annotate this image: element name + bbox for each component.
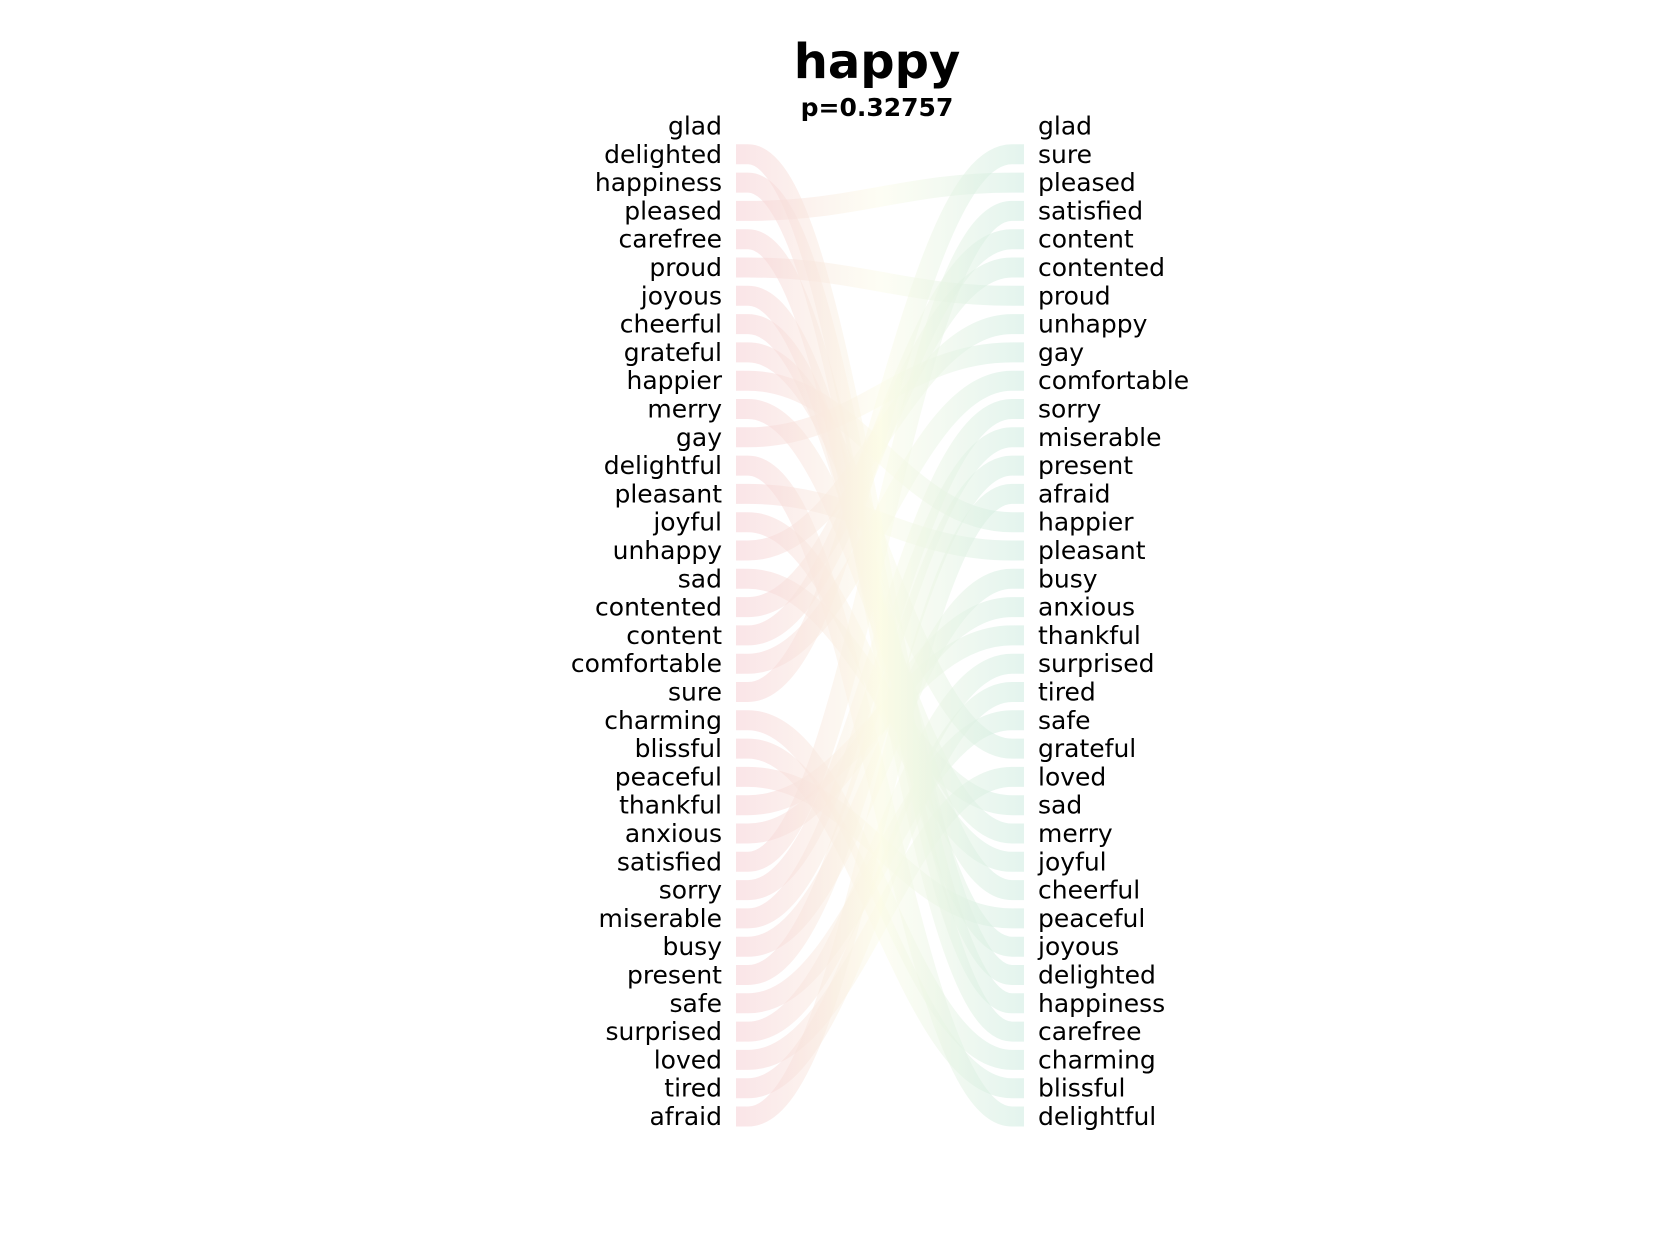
right-word-label: busy xyxy=(1038,564,1098,593)
right-word-label: blissful xyxy=(1038,1074,1125,1103)
left-word-label: joyful xyxy=(652,508,722,537)
right-word-label: carefree xyxy=(1038,1017,1141,1046)
rank-link-tired xyxy=(736,682,1024,1099)
right-word-label: pleased xyxy=(1038,168,1136,197)
left-word-label: unhappy xyxy=(613,536,723,565)
right-word-label: present xyxy=(1038,451,1133,480)
left-word-label: satisfied xyxy=(617,847,722,876)
right-word-label: sad xyxy=(1038,791,1082,820)
right-word-label: proud xyxy=(1038,281,1111,310)
left-word-label: thankful xyxy=(619,791,722,820)
rank-link-present xyxy=(736,455,1024,985)
left-word-label: delighted xyxy=(604,140,722,169)
right-word-label: tired xyxy=(1038,678,1096,707)
right-word-label: contented xyxy=(1038,253,1165,282)
left-word-label: present xyxy=(627,961,722,990)
left-word-label: glad xyxy=(668,112,722,141)
rank-link-proud xyxy=(736,257,1024,306)
right-word-label: grateful xyxy=(1038,734,1136,763)
right-rank-list: gladsurepleasedsatisfiedcontentcontented… xyxy=(1037,112,1189,1132)
left-rank-list: gladdelightedhappinesspleasedcarefreepro… xyxy=(571,112,723,1132)
left-word-label: sure xyxy=(668,678,722,707)
left-word-label: cheerful xyxy=(620,310,722,339)
chart-subtitle: p=0.32757 xyxy=(801,93,954,122)
left-word-label: comfortable xyxy=(571,649,722,678)
right-word-label: pleasant xyxy=(1038,536,1146,565)
left-word-label: delightful xyxy=(604,451,722,480)
right-word-label: comfortable xyxy=(1038,366,1189,395)
right-word-label: happier xyxy=(1038,508,1134,537)
right-word-label: cheerful xyxy=(1038,876,1140,905)
right-word-label: satisfied xyxy=(1038,196,1143,225)
right-word-label: joyful xyxy=(1037,847,1107,876)
left-word-label: charming xyxy=(604,706,722,735)
left-word-label: merry xyxy=(647,395,722,424)
right-word-label: charming xyxy=(1038,1045,1156,1074)
right-word-label: delightful xyxy=(1038,1102,1156,1131)
left-word-label: afraid xyxy=(649,1102,722,1131)
right-word-label: sorry xyxy=(1038,395,1101,424)
left-word-label: pleased xyxy=(624,196,722,225)
right-word-label: safe xyxy=(1038,706,1091,735)
right-word-label: anxious xyxy=(1038,593,1135,622)
left-word-label: carefree xyxy=(619,225,722,254)
left-word-label: safe xyxy=(669,989,722,1018)
left-word-label: happier xyxy=(626,366,722,395)
right-word-label: peaceful xyxy=(1038,904,1145,933)
left-word-label: tired xyxy=(664,1074,722,1103)
left-word-label: contented xyxy=(595,593,722,622)
left-word-label: miserable xyxy=(599,904,723,933)
right-word-label: afraid xyxy=(1038,479,1111,508)
left-word-label: blissful xyxy=(635,734,722,763)
left-word-label: content xyxy=(626,621,722,650)
left-word-label: sorry xyxy=(659,876,722,905)
rank-link-afraid xyxy=(736,483,1024,1127)
left-word-label: peaceful xyxy=(615,762,722,791)
right-word-label: surprised xyxy=(1038,649,1155,678)
right-word-label: happiness xyxy=(1038,989,1165,1018)
rank-link-surprised xyxy=(736,653,1024,1042)
left-word-label: anxious xyxy=(625,819,722,848)
rank-link-pleased xyxy=(736,172,1024,221)
right-word-label: sure xyxy=(1038,140,1092,169)
left-word-label: grateful xyxy=(624,338,722,367)
left-word-label: happiness xyxy=(595,168,722,197)
right-word-label: merry xyxy=(1038,819,1113,848)
left-word-label: gay xyxy=(676,423,722,452)
left-word-label: sad xyxy=(678,564,722,593)
right-word-label: loved xyxy=(1038,762,1106,791)
chart-title: happy xyxy=(794,34,961,90)
left-word-label: pleasant xyxy=(614,479,722,508)
rank-links xyxy=(736,144,1024,1127)
rank-link-loved xyxy=(736,766,1024,1070)
right-word-label: joyous xyxy=(1037,932,1119,961)
rank-link-miserable xyxy=(736,427,1024,929)
rank-link-busy xyxy=(736,568,1024,957)
right-word-label: glad xyxy=(1038,112,1092,141)
right-word-label: gay xyxy=(1038,338,1084,367)
left-word-label: loved xyxy=(654,1045,722,1074)
left-word-label: surprised xyxy=(605,1017,722,1046)
right-word-label: content xyxy=(1038,225,1134,254)
rank-link-satisfied xyxy=(736,200,1024,872)
right-word-label: thankful xyxy=(1038,621,1141,650)
left-word-label: joyous xyxy=(640,281,722,310)
right-word-label: unhappy xyxy=(1038,310,1148,339)
left-word-label: busy xyxy=(662,932,722,961)
right-word-label: delighted xyxy=(1038,961,1156,990)
right-word-label: miserable xyxy=(1038,423,1162,452)
left-word-label: proud xyxy=(649,253,722,282)
rank-link-sure xyxy=(736,144,1024,702)
